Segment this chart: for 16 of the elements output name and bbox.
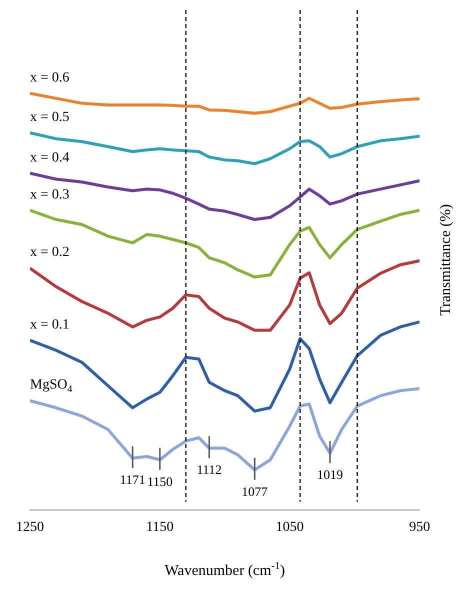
series-label: x = 0.2 bbox=[30, 245, 70, 260]
annotation: 1019 bbox=[316, 467, 343, 482]
series-label: x = 0.4 bbox=[30, 150, 70, 166]
x-tick-label: 950 bbox=[409, 520, 430, 535]
x-tick-label: 1150 bbox=[146, 520, 174, 535]
y-axis-title: Transmittance (%) bbox=[438, 204, 454, 316]
series-label: x = 0.1 bbox=[30, 317, 70, 332]
annotation: 1150 bbox=[147, 474, 173, 489]
annotation: 1077 bbox=[242, 484, 268, 499]
series-label: x = 0.5 bbox=[30, 110, 70, 125]
annotation: 1171 bbox=[120, 472, 146, 488]
x-tick-label: 1050 bbox=[276, 520, 304, 535]
x-tick-label: 1250 bbox=[16, 520, 44, 535]
annotation: 1112 bbox=[196, 462, 222, 478]
series-label: x = 0.6 bbox=[30, 70, 70, 86]
series-label: x = 0.3 bbox=[30, 187, 70, 202]
